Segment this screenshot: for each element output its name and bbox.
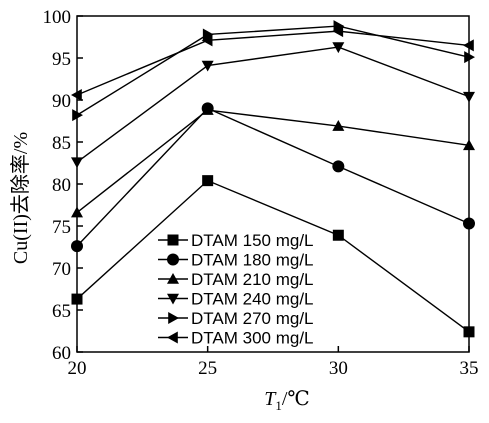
data-point	[71, 293, 83, 305]
series-4	[71, 42, 475, 169]
legend-marker	[168, 312, 179, 324]
data-point	[201, 60, 214, 72]
y-tick-label: 80	[52, 175, 71, 196]
data-point	[332, 229, 344, 241]
series-3	[71, 104, 475, 218]
data-point	[332, 25, 344, 38]
legend-entry: DTAM 150 mg/L	[158, 231, 314, 250]
series-line	[76, 107, 470, 247]
data-point	[332, 120, 345, 131]
x-axis-label: T1/℃	[264, 388, 310, 413]
data-point	[332, 42, 345, 54]
data-point	[72, 109, 83, 122]
legend-label: DTAM 300 mg/L	[191, 329, 314, 348]
legend-marker	[167, 331, 178, 344]
x-tick-label: 35	[460, 358, 479, 379]
legend-entry: DTAM 180 mg/L	[158, 251, 314, 270]
data-point	[463, 91, 475, 103]
data-point	[463, 139, 475, 151]
y-axis-label: Cu(II)去除率/%	[9, 132, 32, 264]
y-tick-label: 60	[52, 343, 71, 364]
series-2	[71, 102, 475, 253]
x-tick-label: 25	[198, 358, 217, 379]
series-line	[76, 30, 470, 96]
series-1	[71, 175, 475, 338]
series-line	[76, 179, 470, 333]
legend-marker	[167, 293, 179, 305]
data-point	[71, 240, 83, 253]
legend-label: DTAM 240 mg/L	[191, 290, 314, 309]
series-group	[71, 20, 475, 338]
y-tick-label: 95	[52, 49, 71, 70]
data-point	[201, 104, 214, 115]
legend-label: DTAM 270 mg/L	[191, 309, 314, 328]
data-point	[463, 217, 475, 230]
series-6	[71, 25, 474, 101]
y-tick-label: 85	[52, 133, 71, 154]
x-axis-label-var: T	[264, 388, 277, 410]
legend-label: DTAM 180 mg/L	[191, 251, 314, 270]
x-axis-label-unit: /℃	[282, 388, 310, 410]
tick-labels: 20 25 30 35 60 65 70 75 80 85 90 95 100	[43, 7, 479, 379]
y-tick-label: 70	[52, 259, 71, 280]
series-line	[76, 109, 470, 214]
y-tick-label: 100	[43, 7, 72, 28]
data-point	[201, 34, 213, 47]
legend-entry: DTAM 270 mg/L	[158, 309, 314, 328]
legend-marker	[167, 234, 179, 246]
legend-marker	[167, 273, 179, 284]
data-point	[463, 39, 474, 52]
data-point	[202, 28, 214, 41]
legend-entry: DTAM 210 mg/L	[158, 270, 314, 289]
data-point	[71, 206, 83, 218]
data-point	[202, 175, 214, 187]
series-line	[76, 46, 470, 163]
data-point	[463, 326, 475, 338]
legend-label: DTAM 150 mg/L	[191, 231, 314, 250]
series-line	[76, 25, 470, 116]
y-tick-label: 65	[52, 301, 71, 322]
y-tick-label: 75	[52, 217, 71, 238]
data-point	[464, 51, 475, 64]
legend-label: DTAM 210 mg/L	[191, 270, 314, 289]
x-tick-label: 30	[329, 358, 348, 379]
data-point	[71, 88, 82, 101]
legend-entry: DTAM 300 mg/L	[158, 329, 314, 348]
data-point	[332, 160, 345, 173]
axes	[76, 15, 470, 353]
x-axis-label-subscript: 1	[275, 398, 282, 413]
legend-entry: DTAM 240 mg/L	[158, 290, 314, 309]
x-tick-label: 20	[68, 358, 87, 379]
data-point	[71, 157, 83, 169]
legend-marker	[167, 253, 179, 266]
y-tick-label: 90	[52, 91, 71, 112]
